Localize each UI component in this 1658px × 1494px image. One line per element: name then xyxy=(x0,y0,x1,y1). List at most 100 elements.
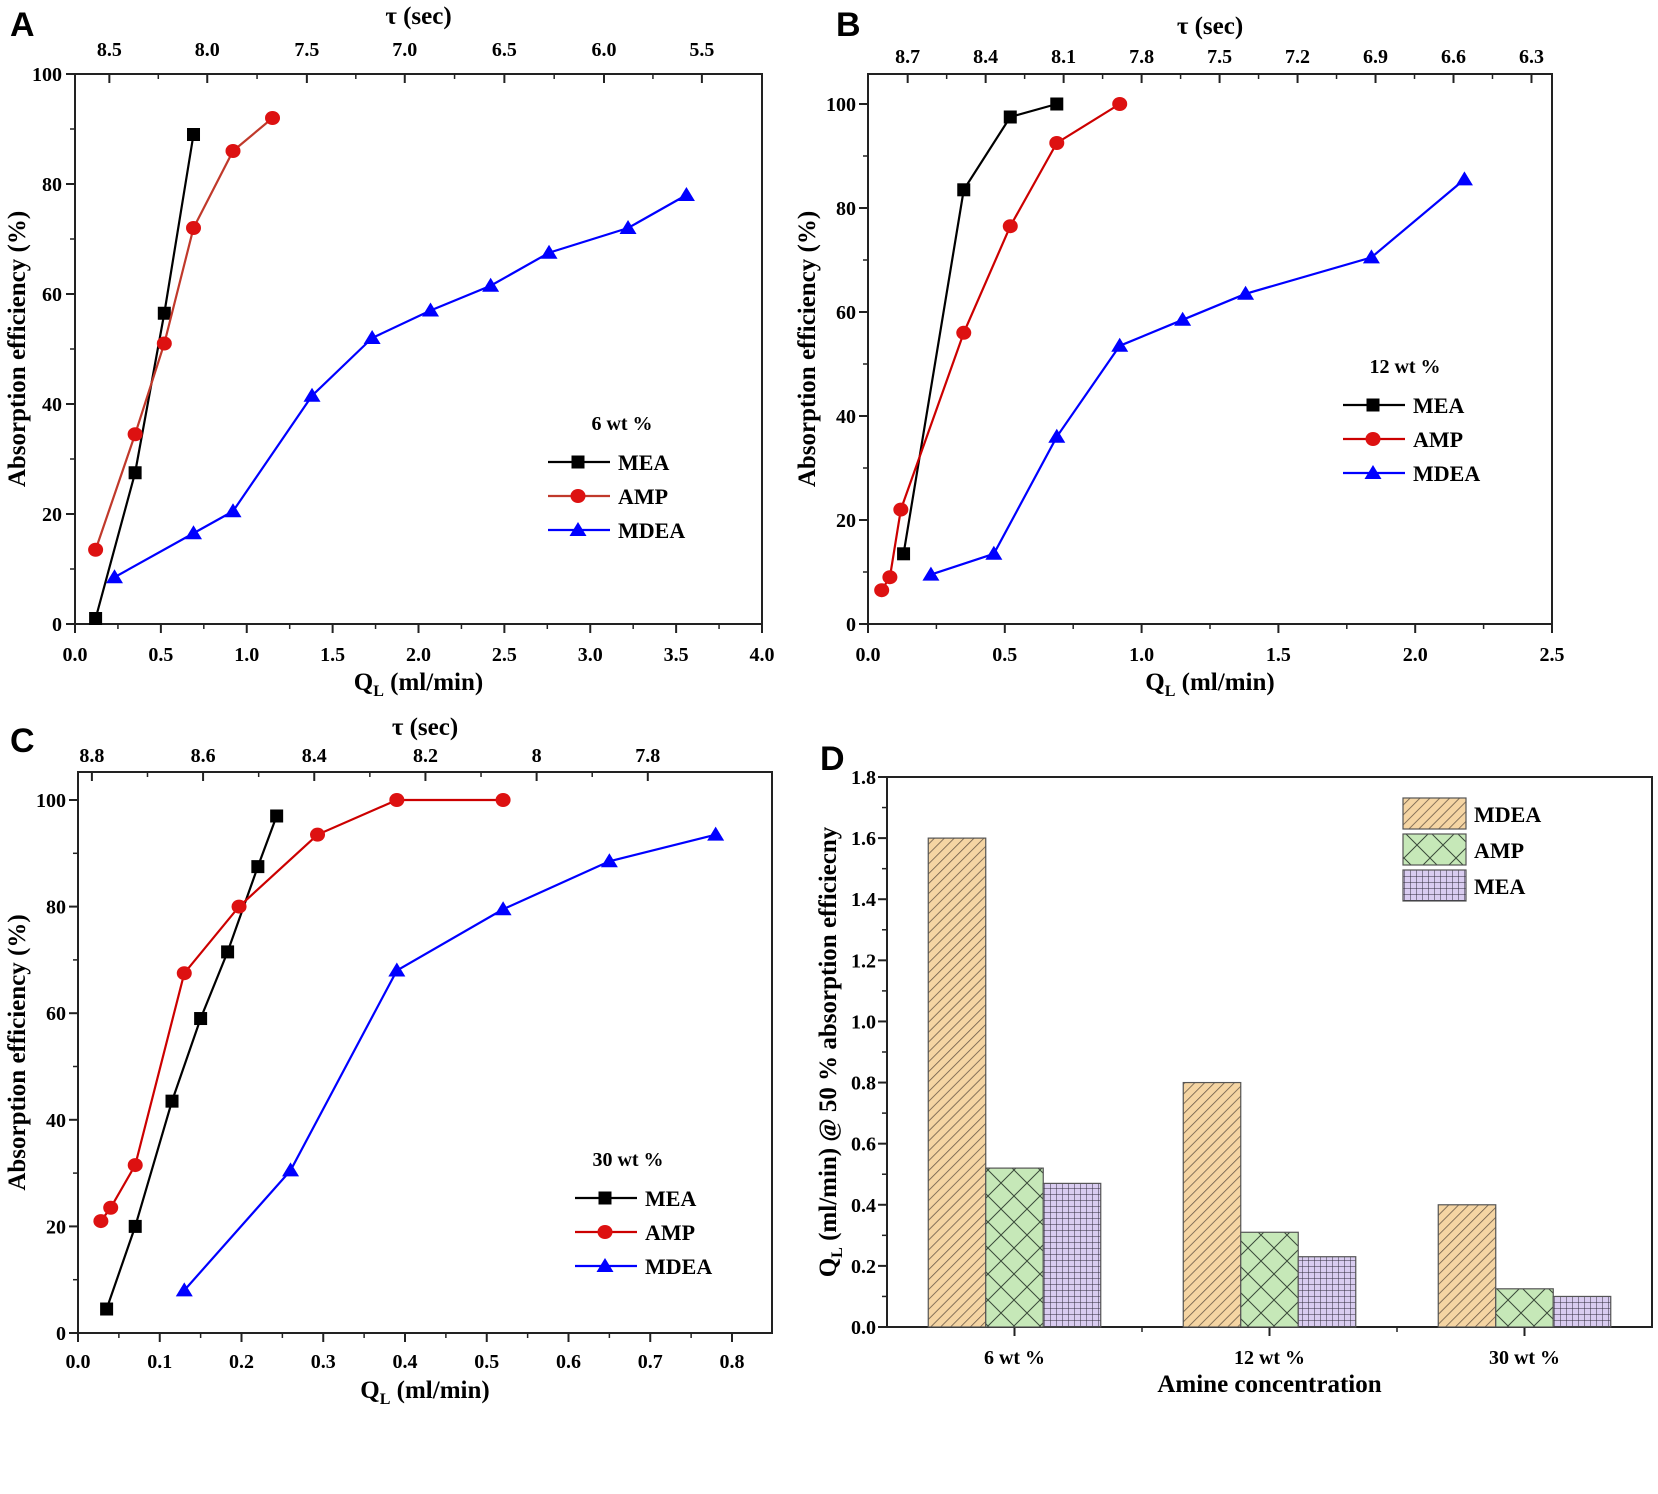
data-point-mea xyxy=(157,306,171,320)
data-point-mdea xyxy=(388,962,406,977)
data-point-mdea xyxy=(600,853,618,868)
data-point-amp xyxy=(93,1214,109,1229)
x-tick-label: 0.6 xyxy=(556,1351,581,1373)
x-tick-label: 0.8 xyxy=(720,1351,745,1373)
y-tick-label: 0.6 xyxy=(851,1134,876,1156)
x-axis-title: Amine concentration xyxy=(1157,1371,1381,1398)
top-tick-label: 7.5 xyxy=(1207,46,1232,68)
y-tick-label: 0 xyxy=(56,1323,66,1345)
y-tick-label: 80 xyxy=(42,174,62,196)
y-tick-label: 0.8 xyxy=(851,1073,876,1095)
series-mea xyxy=(100,809,284,1316)
panel-b-line-chart: B 0.0 0.5 1.0 1.5 2.0 2.5 0 20 40 60 80 100 8.7 8.4 8.1… xyxy=(794,6,1565,700)
x-tick-label: 2.0 xyxy=(406,644,431,666)
y-axis-title: QL (ml/min) @ 50 % absorption efficiecny xyxy=(815,826,846,1277)
data-point-mea xyxy=(194,1012,208,1026)
data-point-mea xyxy=(89,612,103,625)
legend-marker-amp xyxy=(1365,432,1381,446)
legend-marker-amp xyxy=(597,1225,613,1239)
x-tick-label: 6 wt % xyxy=(984,1347,1045,1369)
x-tick-label: 12 wt % xyxy=(1234,1347,1305,1369)
x-tick-label: 0.7 xyxy=(638,1351,663,1373)
data-point-amp xyxy=(956,325,972,340)
top-axis-title: τ (sec) xyxy=(392,714,458,741)
x-tick-label: 0.1 xyxy=(147,1351,172,1373)
y-tick-label: 40 xyxy=(836,406,856,428)
x-tick-label: 1.5 xyxy=(1266,644,1291,666)
data-point-mea xyxy=(270,809,284,823)
y-tick-label: 0.4 xyxy=(851,1195,876,1217)
data-point-mdea xyxy=(1362,249,1380,264)
legend-swatch-mea xyxy=(1402,869,1467,902)
top-tick-label: 5.5 xyxy=(689,39,714,61)
legend-marker-amp xyxy=(570,489,586,503)
top-tick-label: 7.8 xyxy=(1129,46,1154,68)
data-point-mdea xyxy=(985,545,1003,560)
x-tick-label: 4.0 xyxy=(750,644,775,666)
legend-label-mea: MEA xyxy=(645,1186,696,1211)
x-tick-label: 30 wt % xyxy=(1489,1347,1560,1369)
legend-marker-mea xyxy=(1366,398,1380,412)
series-line-amp xyxy=(94,117,274,551)
y-tick-label: 0.0 xyxy=(851,1317,876,1339)
top-tick-label: 7.0 xyxy=(392,39,417,61)
data-point-mdea xyxy=(303,387,321,402)
data-point-mdea xyxy=(540,244,558,259)
data-point-mea xyxy=(128,1219,142,1233)
y-tick-label: 20 xyxy=(836,510,856,532)
y-tick-label: 20 xyxy=(46,1216,66,1238)
x-tick-label: 0.0 xyxy=(856,644,881,666)
panel-a-line-chart: A 0.0 0.5 1.0 1.5 2.0 2.5 3.0 3.5 4.0 0 20 40 60 80 100… xyxy=(4,3,775,700)
data-point-amp xyxy=(310,827,326,842)
panel-letter: A xyxy=(10,6,35,44)
legend-marker-mdea xyxy=(1364,465,1382,479)
top-tick-label: 8.4 xyxy=(973,46,998,68)
x-tick-label: 0.0 xyxy=(63,644,88,666)
data-point-mdea xyxy=(175,1282,193,1297)
x-tick-label: 0.4 xyxy=(393,1351,418,1373)
legend-label-mdea: MDEA xyxy=(618,518,685,543)
top-axis-title: τ (sec) xyxy=(1177,13,1243,40)
legend-label-mdea: MDEA xyxy=(1474,802,1541,827)
panel-letter: C xyxy=(10,722,35,760)
series-line-amp xyxy=(100,798,504,1222)
data-point-mea xyxy=(1003,110,1017,124)
series-mdea xyxy=(175,826,725,1297)
top-tick-label: 8.0 xyxy=(195,39,220,61)
bar-amp xyxy=(985,1167,1044,1328)
legend-marker-mea xyxy=(571,455,585,469)
bar-mdea xyxy=(1182,1081,1242,1328)
bar-mea xyxy=(1042,1182,1102,1328)
legend-label-mea: MEA xyxy=(618,450,669,475)
x-tick-label: 3.5 xyxy=(664,644,689,666)
data-point-mdea xyxy=(185,525,203,540)
series-line-mea xyxy=(94,134,195,619)
series-mdea xyxy=(106,187,695,584)
x-tick-label: 0.5 xyxy=(474,1351,499,1373)
data-point-amp xyxy=(127,427,143,442)
data-point-mdea xyxy=(363,330,381,344)
data-point-mea xyxy=(251,860,265,874)
legend: 6 wt % MEA AMP MDEA xyxy=(548,413,685,543)
data-point-mdea xyxy=(1048,428,1066,443)
legend-label-amp: AMP xyxy=(618,484,668,509)
x-tick-label: 1.0 xyxy=(234,644,259,666)
legend-swatch-mdea xyxy=(1402,797,1467,830)
data-point-amp xyxy=(156,336,172,351)
bar-mea xyxy=(1297,1256,1357,1328)
data-point-mdea xyxy=(1111,337,1129,352)
data-point-amp xyxy=(882,570,898,585)
y-axis-title: Absorption efficiency (%) xyxy=(4,914,31,1190)
y-tick-label: 100 xyxy=(826,94,856,116)
legend-marker-mea xyxy=(598,1191,612,1205)
plot-frame xyxy=(77,771,773,1334)
data-point-mea xyxy=(957,183,971,197)
x-axis-title: QL (ml/min) xyxy=(354,669,483,700)
data-point-amp xyxy=(103,1200,119,1215)
x-tick-label: 2.0 xyxy=(1403,644,1428,666)
top-tick-label: 8.5 xyxy=(97,39,122,61)
y-axis-title: Absorption efficiency (%) xyxy=(794,211,821,487)
data-point-mea xyxy=(187,128,201,141)
data-point-mdea xyxy=(106,569,124,584)
